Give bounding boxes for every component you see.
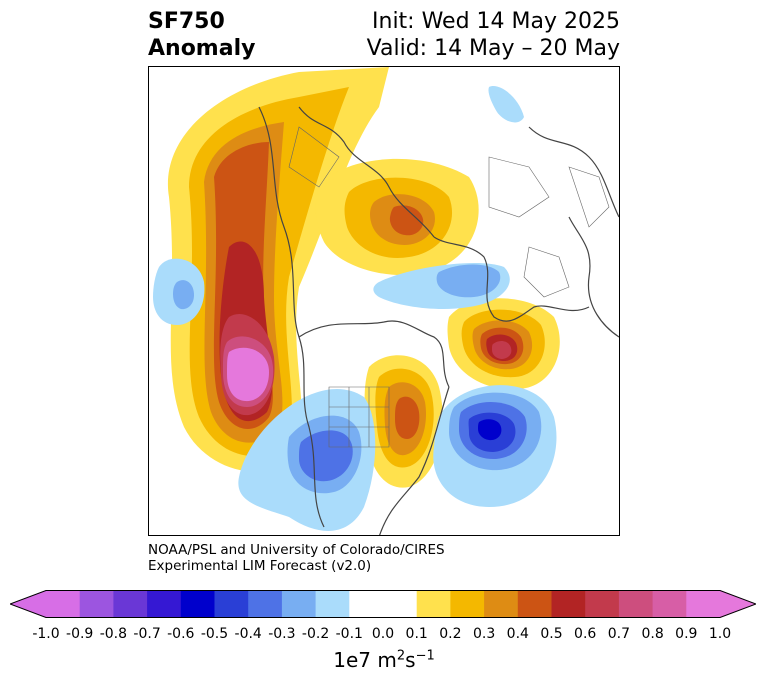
- colorbar-tick-label: 0.2: [439, 626, 462, 642]
- colorbar-segment: [281, 590, 317, 618]
- units-mid: s: [405, 648, 416, 672]
- colorbar-tick-label: -0.7: [133, 626, 161, 642]
- europe-positive-anomaly: [447, 298, 560, 390]
- map-svg: [153, 67, 619, 535]
- colorbar-tick-label: -0.1: [335, 626, 363, 642]
- anomaly-map: [148, 66, 620, 536]
- colorbar-segment: [147, 590, 182, 618]
- colorbar-tick-label: -0.6: [167, 626, 195, 642]
- colorbar-tick-label: -0.4: [234, 626, 262, 642]
- title-type: Anomaly: [148, 36, 256, 61]
- credit-line-1: NOAA/PSL and University of Colorado/CIRE…: [148, 542, 445, 558]
- colorbar-ticks: -1.0 -0.9 -0.8 -0.7 -0.6 -0.5 -0.4 -0.3 -0.2 -0.1…: [0, 626, 768, 646]
- pacific-positive-anomaly: [167, 67, 389, 472]
- colorbar-tick-label: 0.7: [607, 626, 631, 642]
- colorbar-tick-label: -0.9: [66, 626, 94, 642]
- forecast-dates: Init: Wed 14 May 2025 Valid: 14 May – 20…: [367, 8, 620, 62]
- borders: [288, 126, 610, 448]
- colorbar-segment: [46, 590, 81, 618]
- colorbar-segment: [484, 590, 519, 618]
- colorbar-tick-label: -0.8: [99, 626, 128, 642]
- colorbar-tick-label: 1.0: [708, 626, 732, 642]
- colorbar-segment: [585, 590, 620, 618]
- colorbar-segment: [618, 590, 654, 618]
- colorbar-segment: [450, 590, 485, 618]
- valid-range: Valid: 14 May – 20 May: [366, 36, 620, 61]
- colorbar-tick-label: -0.3: [268, 626, 296, 642]
- colorbar-tick-label: 0.4: [506, 626, 529, 642]
- coastlines: [258, 106, 619, 535]
- colorbar-segment: [79, 590, 114, 618]
- colorbar-segment: [686, 590, 721, 618]
- colorbar-tick-label: 0.6: [574, 626, 597, 642]
- colorbar-segment: [383, 590, 418, 618]
- colorbar-extend-high: [720, 590, 756, 618]
- units-exp1: 2: [396, 648, 406, 664]
- init-date: Init: Wed 14 May 2025: [372, 9, 620, 34]
- colorbar-segment: [517, 590, 552, 618]
- colorbar-tick-label: -0.5: [200, 626, 229, 642]
- eurasia-negative-anomaly: [373, 86, 524, 309]
- colorbar-tick-label: 0.0: [371, 626, 395, 642]
- units-base: 1e7 m: [333, 648, 397, 672]
- credit-text: NOAA/PSL and University of Colorado/CIRE…: [148, 542, 445, 574]
- colorbar-segment: [315, 590, 350, 618]
- colorbar-tick-label: 0.1: [405, 626, 428, 642]
- colorbar-segment: [416, 590, 451, 618]
- credit-line-2: Experimental LIM Forecast (v2.0): [148, 558, 372, 574]
- colorbar-segment: [113, 590, 148, 618]
- colorbar-units: 1e7 m2s−1: [0, 648, 768, 672]
- colorbar-segment: [652, 590, 687, 618]
- colorbar-tick-label: -0.2: [301, 626, 330, 642]
- colorbar-extend-low: [10, 590, 46, 618]
- map-title: SF750 Anomaly: [148, 8, 255, 62]
- colorbar-svg: [8, 590, 758, 618]
- na-positive-anomaly: [364, 355, 443, 488]
- colorbar-segment: [551, 590, 586, 618]
- colorbar-tick-label: 0.3: [472, 626, 496, 642]
- pacific-negative-anomaly: [153, 258, 205, 325]
- colorbar-segment: [180, 590, 215, 618]
- colorbar: [8, 590, 758, 618]
- colorbar-segment: [214, 590, 249, 618]
- title-variable: SF750: [148, 9, 225, 34]
- colorbar-tick-label: -1.0: [32, 626, 60, 642]
- units-exp2: −1: [415, 648, 435, 664]
- colorbar-tick-label: 0.9: [675, 626, 698, 642]
- colorbar-segment: [248, 590, 283, 618]
- colorbar-tick-label: 0.8: [641, 626, 664, 642]
- atlantic-negative-anomaly: [433, 385, 557, 507]
- arctic-positive-anomaly: [315, 158, 479, 276]
- colorbar-tick-label: 0.5: [540, 626, 563, 642]
- colorbar-segment: [349, 590, 384, 618]
